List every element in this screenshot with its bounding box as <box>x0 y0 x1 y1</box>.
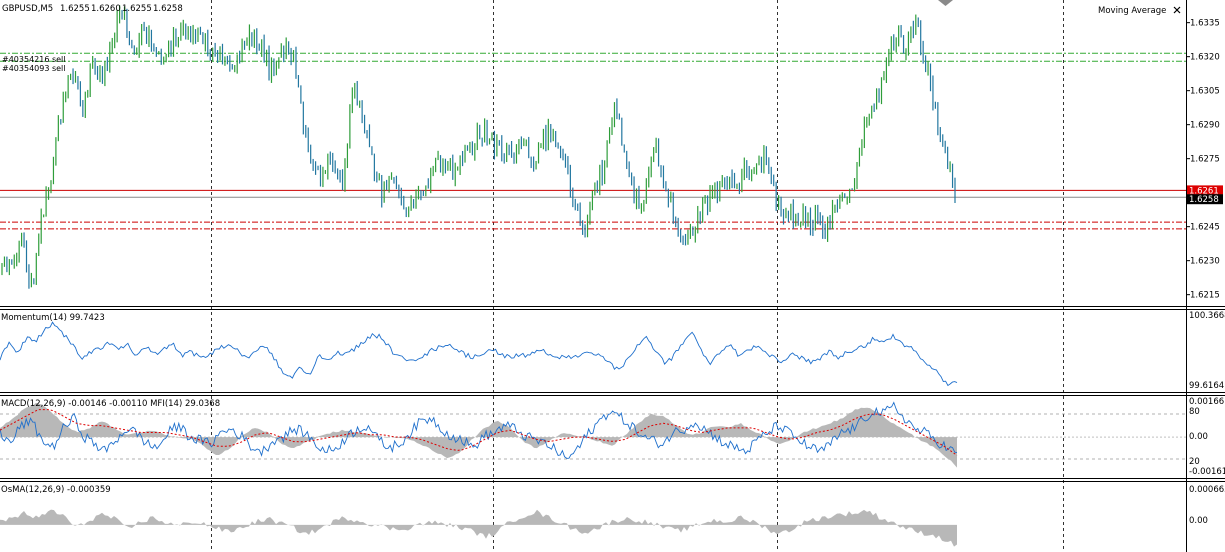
osma-scale-zero: 0.00 <box>1189 516 1208 526</box>
chart-shift-marker[interactable] <box>938 0 953 6</box>
price-tick-label: 1.6290 <box>1190 121 1220 131</box>
macd-scale-min: -0.00161 <box>1189 467 1225 477</box>
ohlc-high: 1.6260 <box>91 4 121 14</box>
vertical-gridlines <box>211 0 1064 552</box>
macd-scale-zero: 0.00 <box>1189 432 1208 442</box>
price-tick-label: 1.6335 <box>1190 19 1220 29</box>
ohlc-low: 1.6255 <box>122 4 152 14</box>
mfi-scale-20: 20 <box>1189 457 1200 467</box>
macd-label: MACD(12,26,9) -0.00146 -0.00110 MFI(14) … <box>1 399 220 409</box>
price-tick-label: 1.6215 <box>1190 291 1220 301</box>
level-lines <box>0 52 1186 230</box>
order-label-2: #40354093 sell <box>2 64 66 73</box>
macd-scale-max: 0.00166 <box>1189 397 1224 407</box>
ask-price-tag: 1.6261 <box>1187 185 1223 196</box>
svg-text:1.6261: 1.6261 <box>1189 186 1219 196</box>
macd-pane[interactable] <box>0 401 1186 468</box>
bid-price-tag: 1.6258 <box>1187 194 1223 205</box>
macd-signal-line <box>0 409 958 456</box>
price-tick-label: 1.6305 <box>1190 87 1220 97</box>
price-pane[interactable]: 1.63351.63201.63051.62901.62751.62601.62… <box>0 5 1220 301</box>
mfi-line <box>0 401 958 459</box>
momentum-line <box>0 321 958 387</box>
momentum-label: Momentum(14) 99.7423 <box>1 313 105 323</box>
macd-histogram-area <box>0 402 957 468</box>
symbol-label: GBPUSD,M5 <box>2 4 53 14</box>
momentum-scale-max: 100.3668 <box>1189 311 1225 321</box>
momentum-pane[interactable] <box>0 321 958 387</box>
order-label-1: #40354216 sell <box>2 55 66 64</box>
ohlc-close: 1.6258 <box>153 4 183 14</box>
osma-histogram <box>0 509 957 547</box>
ohlc-open: 1.6255 <box>60 4 90 14</box>
mfi-scale-80: 80 <box>1189 407 1200 417</box>
osma-label: OsMA(12,26,9) -0.000359 <box>1 485 111 495</box>
close-icon[interactable] <box>1173 6 1181 14</box>
indicator-label: Moving Average <box>1098 6 1166 16</box>
price-tick-label: 1.6245 <box>1190 223 1220 233</box>
osma-pane[interactable] <box>0 509 957 547</box>
price-axis-ticks: 1.63351.63201.63051.62901.62751.62601.62… <box>1186 19 1220 301</box>
price-candles <box>1 5 956 289</box>
momentum-scale-min: 99.6164 <box>1189 381 1224 391</box>
price-tick-label: 1.6230 <box>1190 257 1220 267</box>
macd-histogram <box>0 402 957 468</box>
osma-scale-max: 0.000663 <box>1189 485 1225 495</box>
svg-text:1.6258: 1.6258 <box>1189 195 1219 205</box>
price-tick-label: 1.6320 <box>1190 53 1220 63</box>
price-tick-label: 1.6275 <box>1190 155 1220 165</box>
